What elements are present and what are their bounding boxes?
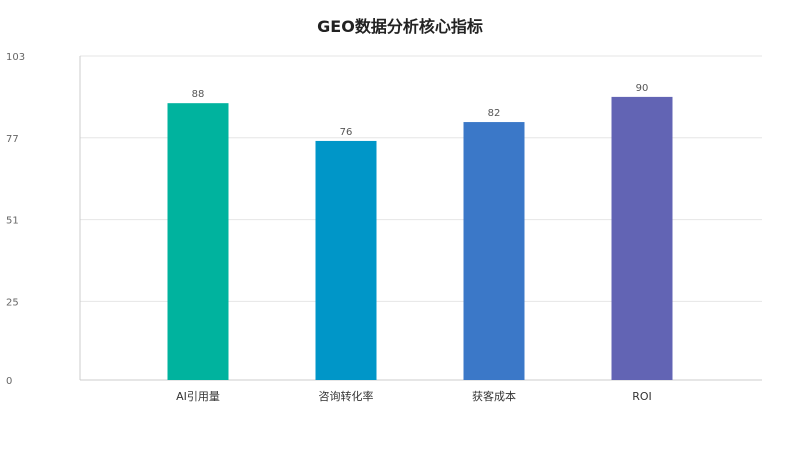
data-label: 82 — [488, 108, 501, 119]
bars — [167, 96, 673, 381]
x-tick-label: 获客成本 — [472, 389, 516, 403]
y-axis-ticks: 0 25 51 77 103 — [6, 52, 25, 387]
value-labels: 88 76 82 90 — [192, 83, 649, 138]
y-tick-label: 0 — [6, 376, 12, 387]
category-labels: AI引用量 咨询转化率 获客成本 ROI — [176, 389, 652, 403]
bar — [167, 103, 229, 381]
bar — [611, 96, 673, 381]
bar — [315, 140, 377, 380]
x-tick-label: ROI — [632, 390, 652, 403]
data-label: 88 — [192, 89, 205, 100]
data-label: 76 — [340, 127, 353, 138]
data-label: 90 — [636, 83, 649, 94]
bar — [463, 122, 525, 380]
y-tick-label: 103 — [6, 52, 25, 63]
y-tick-label: 51 — [6, 216, 19, 227]
y-tick-label: 25 — [6, 297, 19, 308]
x-tick-label: 咨询转化率 — [319, 389, 374, 403]
y-tick-label: 77 — [6, 134, 19, 145]
x-tick-label: AI引用量 — [176, 389, 220, 403]
chart-title: GEO数据分析核心指标 — [317, 17, 483, 36]
